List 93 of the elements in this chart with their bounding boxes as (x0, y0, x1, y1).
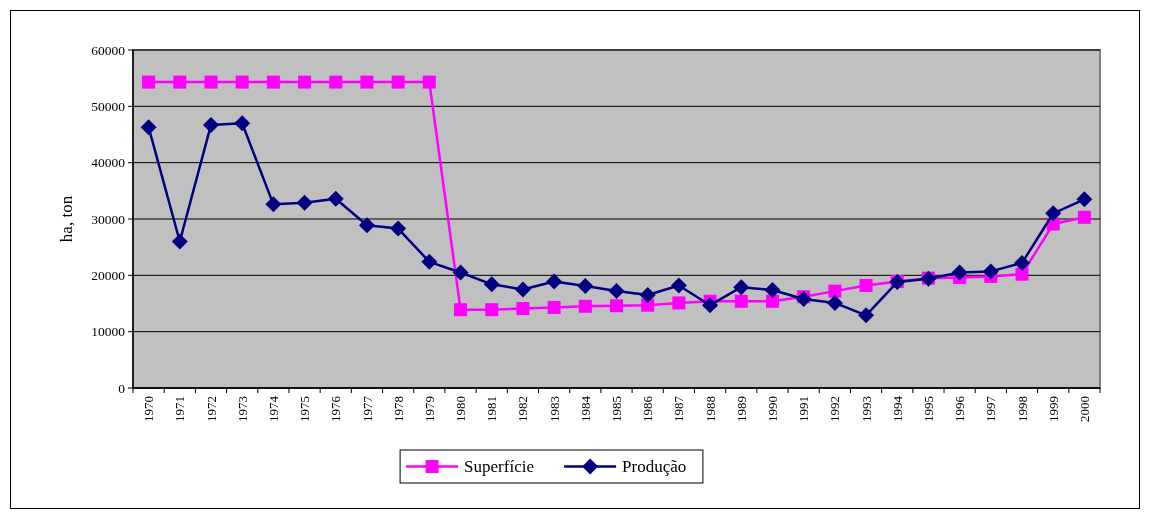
x-tick-label: 1975 (297, 396, 313, 422)
point (546, 273, 563, 290)
x-tick-label: 1973 (234, 396, 250, 422)
y-tick-label: 40000 (91, 155, 126, 171)
x-tick-label: 1977 (359, 395, 375, 422)
point (826, 294, 843, 311)
y-tick-label: 20000 (91, 268, 126, 284)
point (641, 298, 655, 312)
point (516, 302, 530, 316)
x-tick-label: 1989 (733, 396, 749, 422)
y-tick-label: 0 (118, 380, 126, 396)
legend-label: Produção (622, 457, 687, 477)
point (485, 303, 499, 317)
y-axis-title: ha, ton (56, 195, 76, 243)
point (298, 75, 312, 89)
point (610, 299, 623, 313)
point (140, 119, 157, 136)
x-tick-label: 1979 (421, 396, 437, 422)
x-tick-label: 1997 (983, 395, 999, 422)
point (639, 287, 656, 304)
point (1077, 210, 1091, 224)
y-tick-label: 50000 (91, 99, 126, 115)
point (670, 277, 687, 294)
x-tick-label: 1982 (515, 396, 531, 422)
x-tick-label: 1978 (390, 396, 406, 422)
point (204, 75, 218, 89)
point (1014, 254, 1031, 271)
point (421, 253, 438, 270)
point (173, 75, 187, 89)
point (266, 75, 280, 89)
x-tick-label: 1972 (203, 396, 219, 422)
x-tick-label: 1996 (952, 395, 968, 422)
point (1045, 205, 1062, 222)
point (1076, 191, 1093, 208)
point (360, 75, 374, 89)
x-tick-label: 1990 (765, 396, 781, 422)
point (578, 299, 592, 313)
x-tick-label: 1984 (577, 395, 593, 422)
point (452, 264, 469, 281)
x-tick-label: 1981 (484, 396, 500, 422)
point (859, 278, 873, 292)
point (391, 75, 405, 89)
point (765, 294, 779, 308)
x-tick-label: 1976 (328, 395, 344, 422)
point (234, 115, 251, 132)
point (702, 297, 719, 314)
point (577, 278, 594, 295)
point (265, 196, 282, 213)
point (454, 303, 468, 317)
point (202, 116, 219, 133)
point (1015, 267, 1029, 281)
point (828, 284, 842, 298)
point (608, 283, 625, 300)
x-tick-label: 1994 (889, 395, 905, 422)
point (358, 217, 375, 234)
point (514, 281, 531, 298)
x-tick-label: 1986 (640, 395, 656, 422)
point (733, 279, 750, 296)
point (327, 190, 344, 207)
y-tick-label: 30000 (91, 211, 126, 227)
point (672, 296, 686, 310)
y-tick-label: 60000 (91, 42, 126, 58)
point (734, 294, 748, 308)
x-tick-label: 1988 (702, 396, 718, 422)
point (858, 307, 875, 324)
x-tick-label: 1983 (546, 396, 562, 422)
y-tick-label: 10000 (91, 324, 126, 340)
x-tick-label: 1992 (827, 396, 843, 422)
x-tick-label: 1980 (453, 396, 469, 422)
point (951, 264, 968, 281)
x-tick-label: 1970 (141, 396, 157, 422)
x-tick-label: 1995 (920, 396, 936, 422)
x-tick-label: 1985 (609, 396, 625, 422)
point (142, 75, 156, 89)
point (422, 75, 436, 89)
x-tick-label: 1999 (1045, 396, 1061, 422)
x-tick-label: 1998 (1014, 396, 1030, 422)
x-tick-label: 1971 (172, 396, 188, 422)
point (390, 220, 407, 237)
point (483, 276, 500, 293)
point (296, 194, 313, 211)
x-tick-label: 1974 (265, 395, 281, 422)
x-tick-label: 1993 (858, 396, 874, 422)
point (171, 233, 188, 250)
point (235, 75, 249, 89)
point (547, 300, 561, 314)
x-tick-label: 2000 (1076, 396, 1092, 422)
point (982, 263, 999, 280)
legend-label: Superfície (464, 457, 534, 477)
x-tick-label: 1991 (796, 396, 812, 422)
point (329, 75, 343, 89)
x-tick-label: 1987 (671, 395, 687, 422)
point (764, 281, 781, 298)
